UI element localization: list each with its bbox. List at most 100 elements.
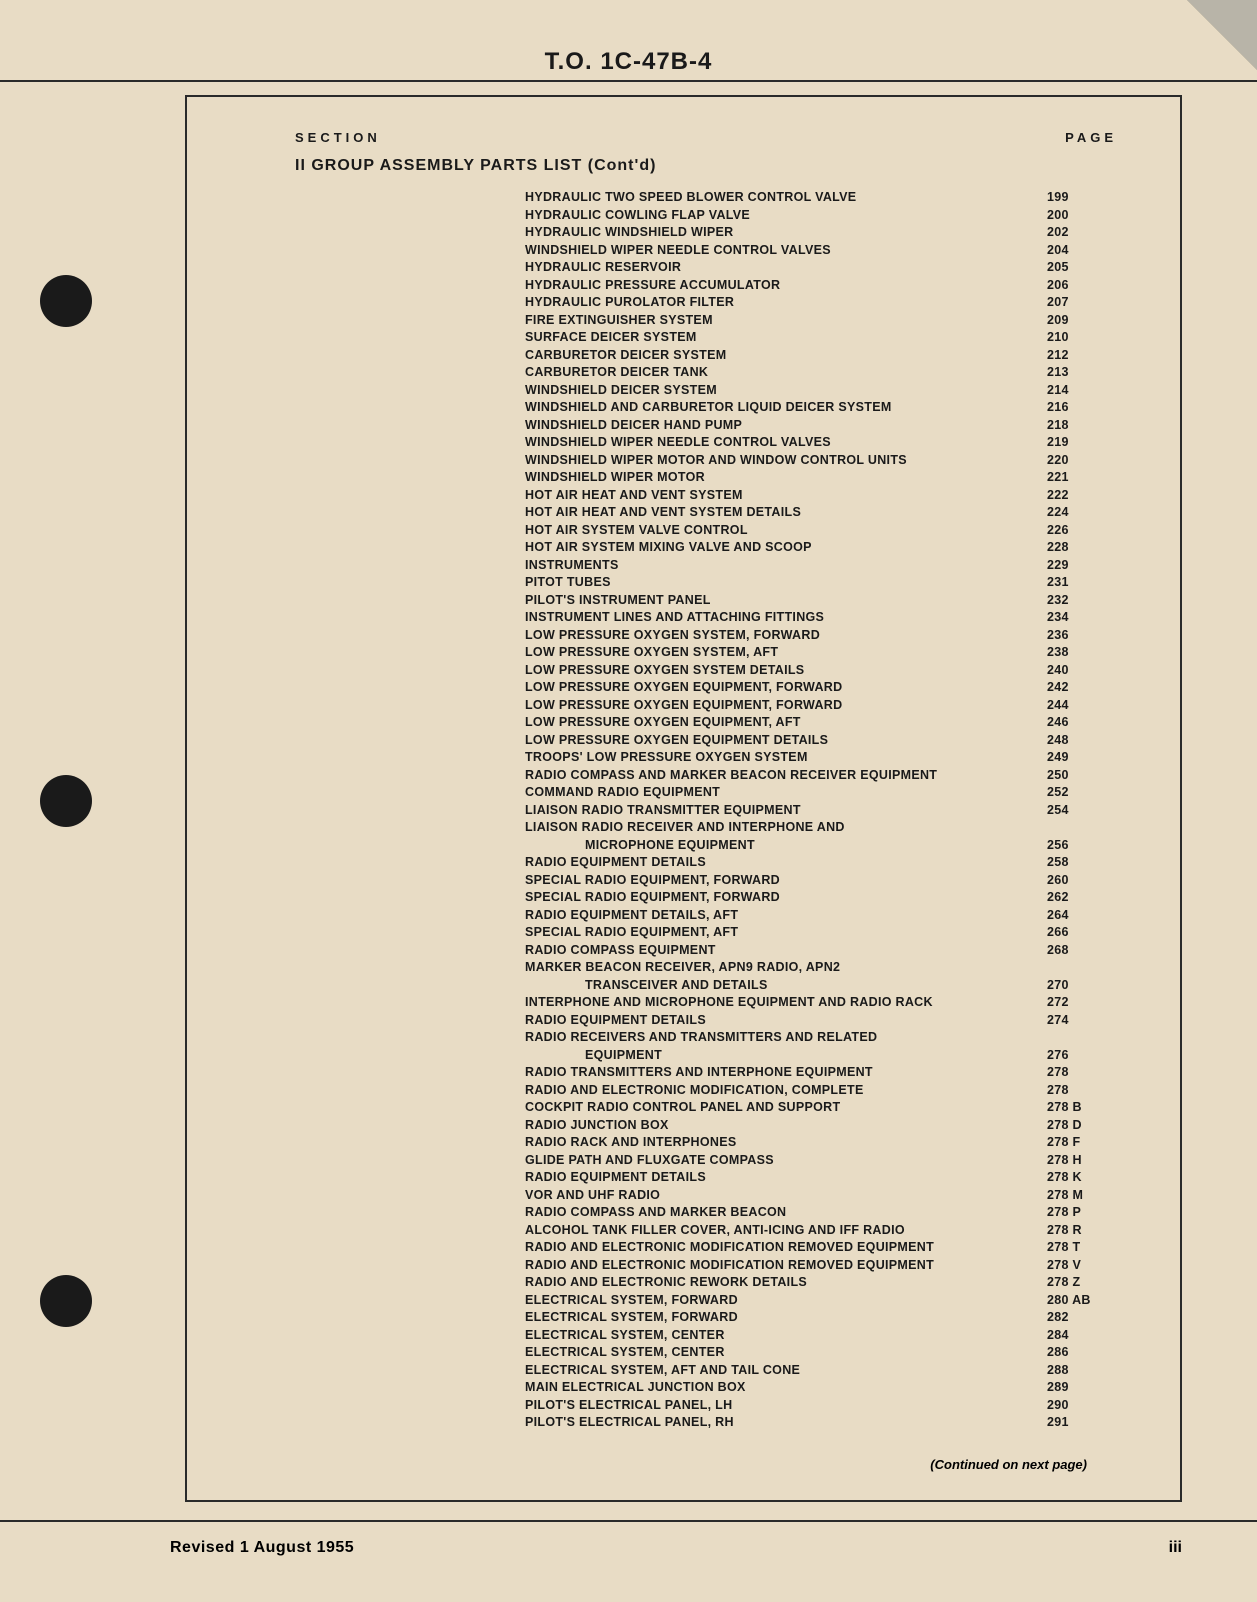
toc-entry-title: WINDSHIELD DEICER SYSTEM [525,382,1047,400]
toc-entry: RADIO AND ELECTRONIC MODIFICATION REMOVE… [525,1239,1117,1257]
toc-entry-title: LOW PRESSURE OXYGEN SYSTEM, AFT [525,644,1047,662]
revision-date: Revised 1 August 1955 [170,1539,354,1557]
toc-entry-title: RADIO AND ELECTRONIC REWORK DETAILS [525,1274,1047,1292]
toc-entry: LOW PRESSURE OXYGEN EQUIPMENT, FORWARD24… [525,697,1117,715]
toc-entry-page: 218 [1047,417,1117,435]
toc-entry-title: RADIO EQUIPMENT DETAILS [525,1012,1047,1030]
toc-entry-page: 290 [1047,1397,1117,1415]
toc-entry: RADIO RACK AND INTERPHONES278 F [525,1134,1117,1152]
toc-entry-page: 242 [1047,679,1117,697]
toc-entry-page: 222 [1047,487,1117,505]
toc-entry-title: RADIO EQUIPMENT DETAILS, AFT [525,907,1047,925]
toc-entry: SPECIAL RADIO EQUIPMENT, FORWARD260 [525,872,1117,890]
document-header: T.O. 1C-47B-4 [0,48,1257,76]
toc-entry-page: 240 [1047,662,1117,680]
content-area: SECTION PAGE II GROUP ASSEMBLY PARTS LIS… [295,130,1117,1432]
rule-bottom [0,1520,1257,1522]
toc-entry-title: PILOT'S ELECTRICAL PANEL, RH [525,1414,1047,1432]
toc-entry: CARBURETOR DEICER SYSTEM212 [525,347,1117,365]
toc-entry-page: 206 [1047,277,1117,295]
toc-entry-title: WINDSHIELD WIPER NEEDLE CONTROL VALVES [525,242,1047,260]
toc-entry: HYDRAULIC PRESSURE ACCUMULATOR206 [525,277,1117,295]
toc-entry-title: RADIO AND ELECTRONIC MODIFICATION REMOVE… [525,1239,1047,1257]
toc-entry-page: 278 R [1047,1222,1117,1240]
toc-entry: SURFACE DEICER SYSTEM210 [525,329,1117,347]
toc-entry-page: 284 [1047,1327,1117,1345]
toc-entry-page: 270 [1047,977,1117,995]
toc-entry-page: 254 [1047,802,1117,820]
toc-entry: HOT AIR SYSTEM VALVE CONTROL226 [525,522,1117,540]
toc-entry-title: COMMAND RADIO EQUIPMENT [525,784,1047,802]
toc-entry-page: 221 [1047,469,1117,487]
toc-entry: WINDSHIELD AND CARBURETOR LIQUID DEICER … [525,399,1117,417]
toc-entry-page: 210 [1047,329,1117,347]
toc-entry: LOW PRESSURE OXYGEN EQUIPMENT, AFT246 [525,714,1117,732]
toc-entry: LIAISON RADIO TRANSMITTER EQUIPMENT254 [525,802,1117,820]
toc-entry: ELECTRICAL SYSTEM, AFT AND TAIL CONE288 [525,1362,1117,1380]
toc-entry-page: 209 [1047,312,1117,330]
toc-entry: ELECTRICAL SYSTEM, CENTER286 [525,1344,1117,1362]
toc-entry-page: 226 [1047,522,1117,540]
toc-entry-page: 256 [1047,837,1117,855]
toc-entry-page: 204 [1047,242,1117,260]
toc-entry-page: 278 P [1047,1204,1117,1222]
toc-entry: LOW PRESSURE OXYGEN SYSTEM, AFT238 [525,644,1117,662]
toc-entry: RADIO AND ELECTRONIC MODIFICATION, COMPL… [525,1082,1117,1100]
toc-entry-page: 236 [1047,627,1117,645]
toc-entry-title: MARKER BEACON RECEIVER, APN9 RADIO, APN2 [525,959,1047,977]
toc-entry: RADIO EQUIPMENT DETAILS274 [525,1012,1117,1030]
toc-entry-title: RADIO RACK AND INTERPHONES [525,1134,1047,1152]
page-number: iii [1169,1539,1182,1557]
toc-entry-title: HOT AIR SYSTEM VALVE CONTROL [525,522,1047,540]
toc-entry-title: PILOT'S INSTRUMENT PANEL [525,592,1047,610]
toc-entry: RADIO RECEIVERS AND TRANSMITTERS AND REL… [525,1029,1117,1047]
toc-entry-page: 278 H [1047,1152,1117,1170]
toc-entry-page: 214 [1047,382,1117,400]
toc-entry-title: HOT AIR HEAT AND VENT SYSTEM [525,487,1047,505]
toc-entry-title: WINDSHIELD AND CARBURETOR LIQUID DEICER … [525,399,1047,417]
toc-entry-page: 249 [1047,749,1117,767]
toc-entry: TROOPS' LOW PRESSURE OXYGEN SYSTEM249 [525,749,1117,767]
toc-entry: COCKPIT RADIO CONTROL PANEL AND SUPPORT2… [525,1099,1117,1117]
toc-entry: WINDSHIELD WIPER NEEDLE CONTROL VALVES21… [525,434,1117,452]
toc-entry-page: 278 B [1047,1099,1117,1117]
toc-entry: WINDSHIELD WIPER MOTOR221 [525,469,1117,487]
toc-entry-title: ELECTRICAL SYSTEM, FORWARD [525,1309,1047,1327]
toc-entry: RADIO EQUIPMENT DETAILS258 [525,854,1117,872]
toc-entry: WINDSHIELD WIPER NEEDLE CONTROL VALVES20… [525,242,1117,260]
toc-entry: HYDRAULIC WINDSHIELD WIPER202 [525,224,1117,242]
toc-entry: RADIO JUNCTION BOX278 D [525,1117,1117,1135]
toc-entry-title: LOW PRESSURE OXYGEN SYSTEM, FORWARD [525,627,1047,645]
toc-entry: RADIO COMPASS AND MARKER BEACON RECEIVER… [525,767,1117,785]
toc-entry-title: SPECIAL RADIO EQUIPMENT, FORWARD [525,872,1047,890]
toc-entry: TRANSCEIVER AND DETAILS270 [525,977,1117,995]
toc-entry-page: 205 [1047,259,1117,277]
toc-entry: HYDRAULIC PUROLATOR FILTER207 [525,294,1117,312]
toc-entry: ELECTRICAL SYSTEM, FORWARD280 AB [525,1292,1117,1310]
toc-entry: SPECIAL RADIO EQUIPMENT, FORWARD262 [525,889,1117,907]
toc-entry-title: CARBURETOR DEICER SYSTEM [525,347,1047,365]
toc-entry-title: COCKPIT RADIO CONTROL PANEL AND SUPPORT [525,1099,1047,1117]
continued-note: (Continued on next page) [930,1457,1087,1472]
toc-entry-page: 288 [1047,1362,1117,1380]
toc-entry-title: RADIO EQUIPMENT DETAILS [525,854,1047,872]
toc-entry: GLIDE PATH AND FLUXGATE COMPASS278 H [525,1152,1117,1170]
toc-entry-title: SPECIAL RADIO EQUIPMENT, AFT [525,924,1047,942]
toc-entry-title: CARBURETOR DEICER TANK [525,364,1047,382]
toc-entry: COMMAND RADIO EQUIPMENT252 [525,784,1117,802]
toc-entry: HYDRAULIC TWO SPEED BLOWER CONTROL VALVE… [525,189,1117,207]
toc-entry-title: HYDRAULIC PUROLATOR FILTER [525,294,1047,312]
toc-entry-page: 278 V [1047,1257,1117,1275]
toc-entry-page: 212 [1047,347,1117,365]
toc-entry: CARBURETOR DEICER TANK213 [525,364,1117,382]
toc-entry: HYDRAULIC COWLING FLAP VALVE200 [525,207,1117,225]
toc-entry-title: LOW PRESSURE OXYGEN EQUIPMENT, FORWARD [525,679,1047,697]
toc-entry-page: 258 [1047,854,1117,872]
toc-entry-title: RADIO JUNCTION BOX [525,1117,1047,1135]
toc-entry-page: 232 [1047,592,1117,610]
toc-entry: HOT AIR HEAT AND VENT SYSTEM DETAILS224 [525,504,1117,522]
toc-entry-page: 278 Z [1047,1274,1117,1292]
toc-entry-page: 268 [1047,942,1117,960]
toc-entry: ALCOHOL TANK FILLER COVER, ANTI-ICING AN… [525,1222,1117,1240]
page-header: PAGE [1065,130,1117,145]
